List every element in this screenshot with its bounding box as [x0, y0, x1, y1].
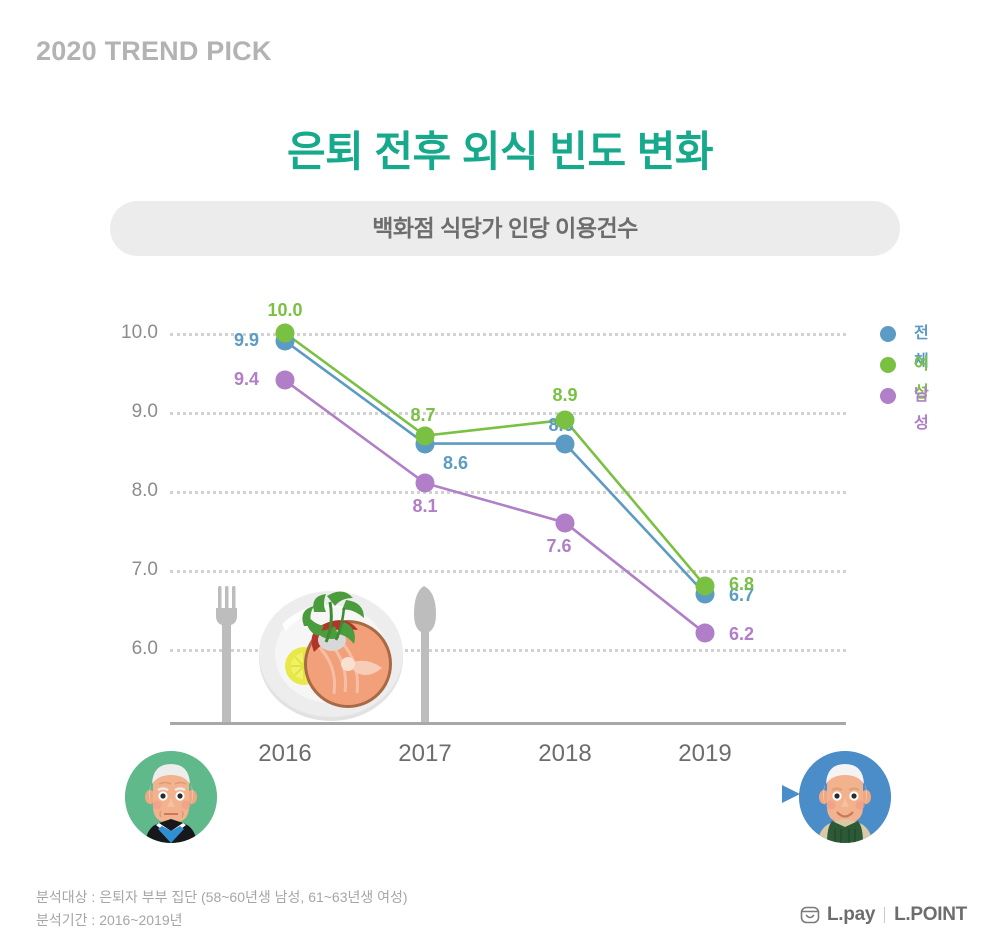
gridline: [170, 491, 846, 494]
gridline: [170, 412, 846, 415]
data-point[interactable]: [275, 323, 295, 343]
y-tick-label: 9.0: [131, 401, 158, 422]
data-point-label: 8.9: [552, 384, 578, 405]
y-tick-label: 6.0: [131, 638, 158, 659]
series-line-전체: [284, 339, 706, 595]
data-point-label: 8.6: [443, 452, 469, 473]
gridline: [170, 570, 846, 573]
data-point[interactable]: [555, 410, 575, 430]
x-tick-label: 2018: [538, 740, 592, 767]
avatar-after-retirement: [799, 751, 891, 843]
legend-label: 남성: [914, 387, 929, 432]
data-point[interactable]: [695, 576, 715, 596]
data-point-label: 6.8: [729, 573, 755, 594]
legend-dot-icon: [880, 388, 896, 404]
brand-divider: [884, 907, 886, 923]
lpay-smiley-icon: [800, 906, 820, 924]
page-title: 은퇴 전후 외식 빈도 변화: [286, 128, 714, 175]
data-point[interactable]: [275, 370, 295, 390]
series-line-여성: [284, 331, 706, 587]
y-tick-label: 7.0: [131, 559, 158, 580]
data-point[interactable]: [555, 513, 575, 533]
gridline: [170, 649, 846, 652]
data-point-label: 9.9: [233, 329, 259, 350]
legend-dot-icon: [880, 357, 896, 373]
data-point-label: 8.1: [412, 496, 438, 517]
data-point-label: 6.7: [729, 584, 755, 605]
data-point[interactable]: [695, 623, 715, 643]
y-tick-label: 10.0: [121, 322, 158, 343]
brand-logo: L.pay L.POINT: [800, 903, 967, 927]
page-kicker: 2020 TREND PICK: [36, 36, 272, 66]
brand-lpoint: L.POINT: [894, 904, 967, 925]
legend-label: 전체: [914, 325, 929, 370]
legend-label: 여성: [914, 356, 929, 401]
footer-note-period: 분석기간 : 2016~2019년: [36, 912, 183, 928]
gridline: [170, 333, 846, 336]
data-point-label: 10.0: [267, 300, 303, 320]
footer-notes: 분석대상 : 은퇴자 부부 집단 (58~60년생 남성, 61~63년생 여성…: [36, 886, 408, 932]
chart-x-axis: [170, 722, 846, 725]
x-tick-label: 2019: [678, 740, 732, 767]
footer-note-target: 분석대상 : 은퇴자 부부 집단 (58~60년생 남성, 61~63년생 여성…: [36, 889, 408, 905]
data-point-label: 8.7: [410, 404, 436, 425]
subtitle-label: 백화점 식당가 인당 이용건수: [372, 215, 638, 241]
data-point[interactable]: [415, 473, 435, 493]
x-tick-label: 2016: [258, 740, 312, 767]
data-point-label: 9.4: [233, 369, 259, 390]
timeline-arrow: [220, 783, 802, 805]
data-point-label: 6.2: [729, 624, 755, 645]
salmon-dish-illustration: [196, 578, 466, 724]
legend-dot-icon: [880, 326, 896, 342]
x-tick-label: 2017: [398, 740, 452, 767]
data-point-label: 7.6: [546, 535, 572, 556]
data-point[interactable]: [415, 426, 435, 446]
brand-lpay: L.pay: [827, 904, 876, 925]
subtitle-pill: 백화점 식당가 인당 이용건수: [110, 201, 900, 256]
data-point[interactable]: [555, 434, 575, 454]
avatar-before-retirement: [125, 751, 217, 843]
y-tick-label: 8.0: [131, 480, 158, 501]
